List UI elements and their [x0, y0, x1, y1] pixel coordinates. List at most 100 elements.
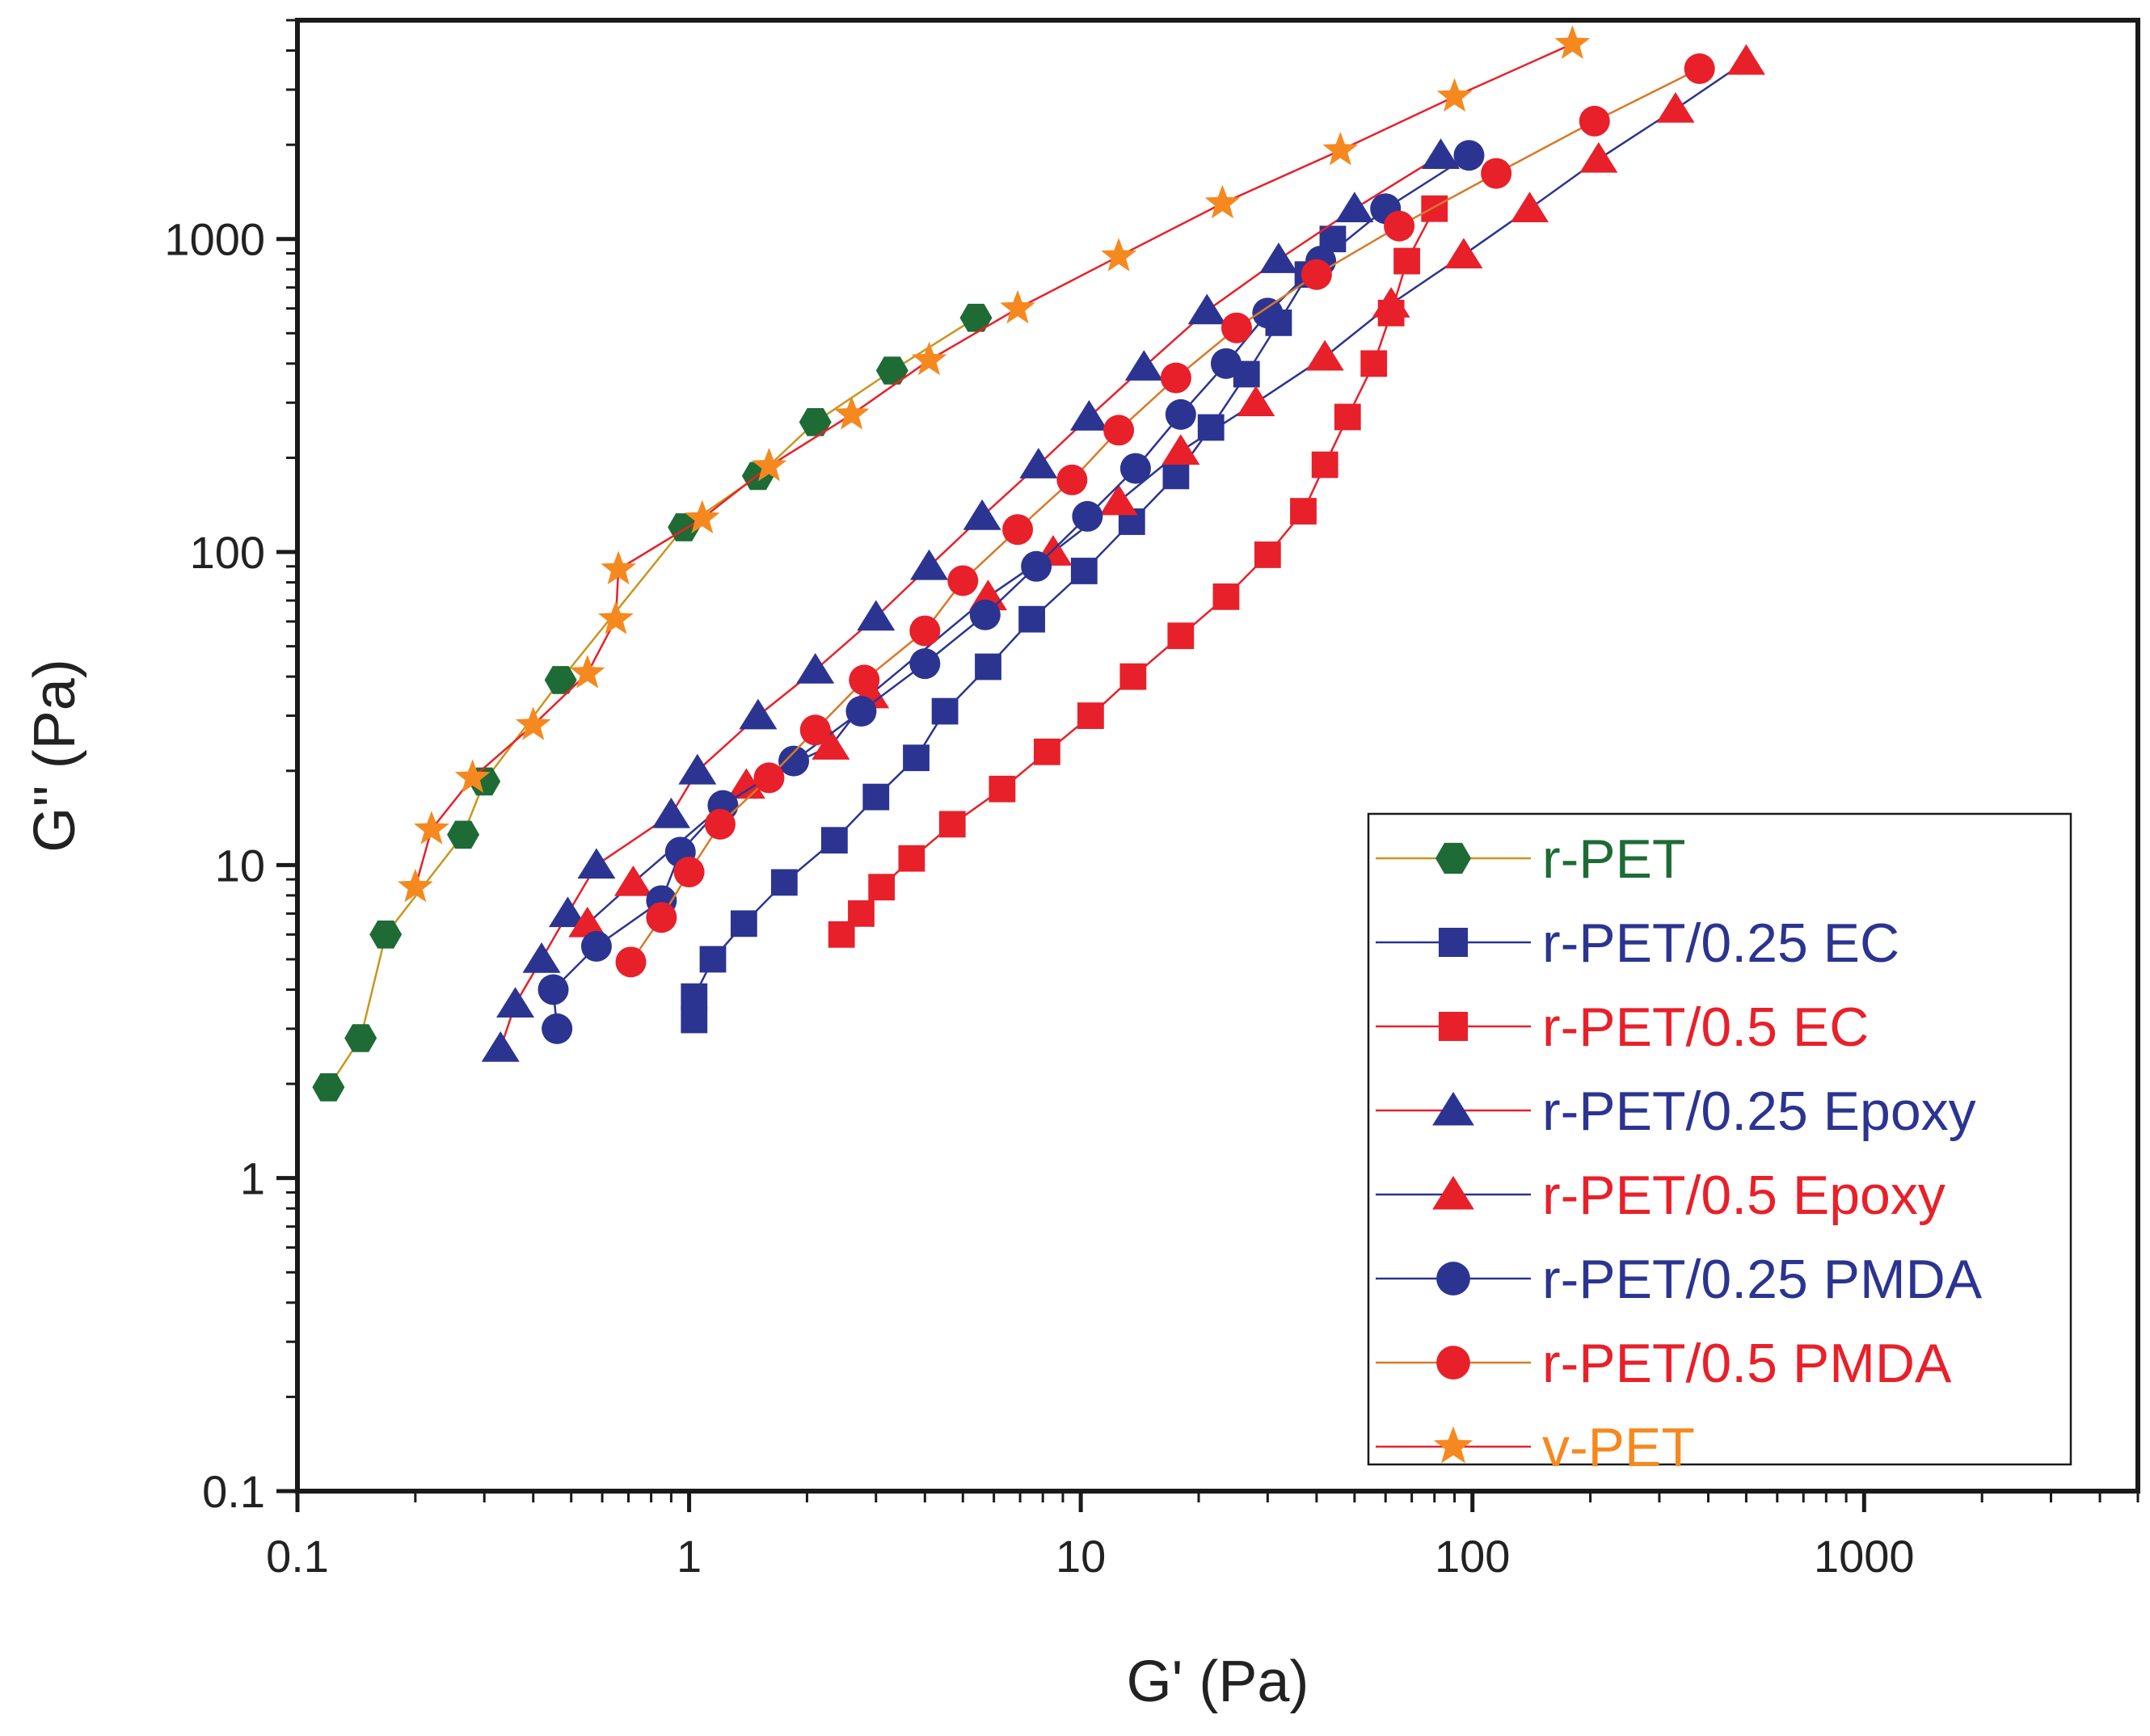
legend-label: r-PET/0.25 PMDA: [1542, 1249, 1983, 1310]
data-point: [1252, 297, 1284, 329]
data-point: [1259, 242, 1298, 273]
legend-box: [1367, 812, 2072, 1466]
data-point: [1103, 415, 1135, 446]
data-point: [1072, 500, 1103, 532]
series-line: [552, 154, 1470, 1030]
data-point: [969, 599, 1001, 630]
data-point: [1311, 451, 1338, 478]
data-point: [975, 653, 1001, 680]
series-6: [615, 53, 1715, 978]
data-point: [312, 1073, 345, 1102]
legend-item: r-PET/0.5 PMDA: [1376, 1333, 1952, 1394]
data-point: [544, 666, 577, 694]
data-point: [1210, 348, 1242, 379]
data-point: [753, 762, 785, 794]
legend-label: r-PET/0.5 EC: [1542, 997, 1869, 1058]
data-point: [1165, 398, 1196, 430]
data-point: [369, 921, 403, 949]
data-point: [598, 600, 634, 634]
data-point: [909, 648, 941, 680]
data-point: [799, 408, 832, 436]
legend-item: r-PET/0.25 Epoxy: [1376, 1081, 1976, 1142]
data-point: [931, 697, 959, 725]
data-point: [1579, 105, 1610, 137]
data-point: [1237, 386, 1275, 417]
data-point: [1481, 158, 1512, 189]
legend-item: r-PET: [1376, 828, 1686, 890]
data-point: [1436, 78, 1473, 112]
data-point: [820, 827, 848, 854]
data-point: [1453, 140, 1485, 171]
x-tick-label: 100: [1435, 1531, 1510, 1582]
x-tick-label: 1000: [1814, 1531, 1915, 1582]
data-point: [909, 549, 949, 580]
legend-label: r-PET/0.25 Epoxy: [1542, 1081, 1976, 1142]
data-point: [1322, 132, 1359, 166]
data-point: [681, 1006, 708, 1034]
data-point: [1372, 287, 1410, 318]
data-point: [770, 869, 798, 896]
y-tick-label: 1: [240, 1153, 265, 1204]
data-point: [1290, 498, 1317, 525]
data-point: [848, 900, 875, 927]
y-tick-label: 100: [190, 527, 265, 578]
data-point: [454, 759, 491, 793]
legend-marker: [1433, 1426, 1473, 1464]
data-point: [1421, 138, 1461, 170]
data-point: [730, 910, 757, 938]
series-2: [828, 195, 1448, 948]
data-point: [857, 600, 896, 631]
data-point: [1119, 453, 1151, 484]
data-point: [1579, 141, 1618, 173]
data-point: [1002, 514, 1034, 546]
legend-marker: [1436, 1262, 1470, 1296]
y-axis-title: G'' (Pa): [23, 659, 87, 853]
data-point: [1161, 434, 1200, 466]
data-point: [911, 341, 947, 376]
legend-marker: [1432, 1175, 1474, 1210]
data-point: [613, 865, 652, 896]
data-point: [1726, 44, 1765, 75]
series-5: [538, 140, 1485, 1044]
data-point: [1018, 605, 1046, 633]
data-point: [1160, 362, 1191, 394]
y-tick-label: 1000: [164, 214, 265, 265]
x-axis-title: G' (Pa): [1127, 1650, 1309, 1714]
data-point: [778, 745, 810, 777]
legend-marker: [1432, 1091, 1474, 1126]
legend-item: r-PET/0.5 Epoxy: [1376, 1165, 1946, 1226]
legend-marker: [1435, 842, 1471, 874]
legend-label: r-PET: [1542, 828, 1686, 890]
data-point: [1254, 541, 1281, 568]
data-point: [1167, 622, 1195, 650]
data-point: [1070, 558, 1098, 584]
series-1: [681, 225, 1347, 1034]
data-point: [1101, 238, 1136, 272]
data-point: [1019, 448, 1058, 478]
data-point: [646, 902, 677, 933]
data-point: [414, 811, 449, 845]
data-point: [542, 1013, 573, 1044]
data-point: [1162, 462, 1190, 490]
data-point: [1077, 702, 1104, 729]
data-point: [1204, 184, 1241, 219]
data-point: [1056, 464, 1088, 495]
series-0: [312, 303, 993, 1102]
data-point: [963, 499, 1001, 530]
x-tick-label: 10: [1056, 1531, 1106, 1582]
data-point: [615, 946, 647, 978]
data-point: [959, 303, 993, 332]
data-point: [1384, 210, 1415, 242]
data-point: [1554, 25, 1591, 59]
data-point: [344, 1024, 377, 1052]
data-point: [1000, 289, 1035, 324]
x-tick-label: 0.1: [266, 1531, 329, 1582]
data-point: [569, 655, 605, 689]
legend-label: r-PET/0.5 Epoxy: [1542, 1165, 1946, 1226]
data-point: [684, 499, 720, 534]
data-point: [538, 974, 569, 1005]
data-point: [1305, 339, 1344, 371]
data-point: [1444, 238, 1483, 269]
plot-frame: [295, 18, 2140, 1494]
